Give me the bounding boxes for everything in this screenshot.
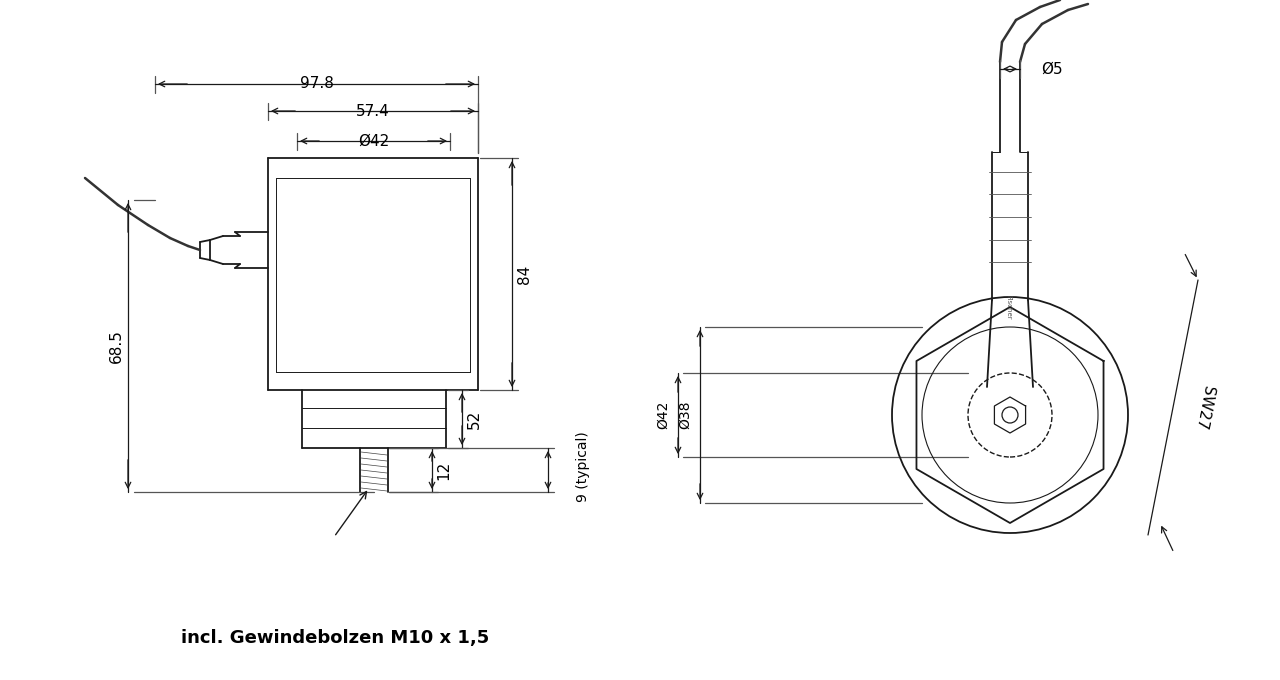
Text: 84: 84	[517, 265, 531, 284]
Text: 52: 52	[466, 409, 481, 428]
Text: 9 (typical): 9 (typical)	[576, 432, 590, 503]
Text: 12: 12	[436, 460, 452, 479]
Text: Ø42: Ø42	[657, 401, 669, 429]
Text: 57.4: 57.4	[356, 103, 390, 118]
Text: Ø42: Ø42	[358, 133, 389, 148]
Text: Fischer: Fischer	[1005, 294, 1011, 320]
Text: SW27: SW27	[1193, 384, 1216, 430]
Text: incl. Gewindebolzen M10 x 1,5: incl. Gewindebolzen M10 x 1,5	[180, 629, 489, 647]
Text: Ø38: Ø38	[678, 401, 692, 429]
Text: Ø5: Ø5	[1041, 61, 1062, 77]
Text: 97.8: 97.8	[300, 77, 333, 92]
Text: 68.5: 68.5	[109, 329, 123, 363]
